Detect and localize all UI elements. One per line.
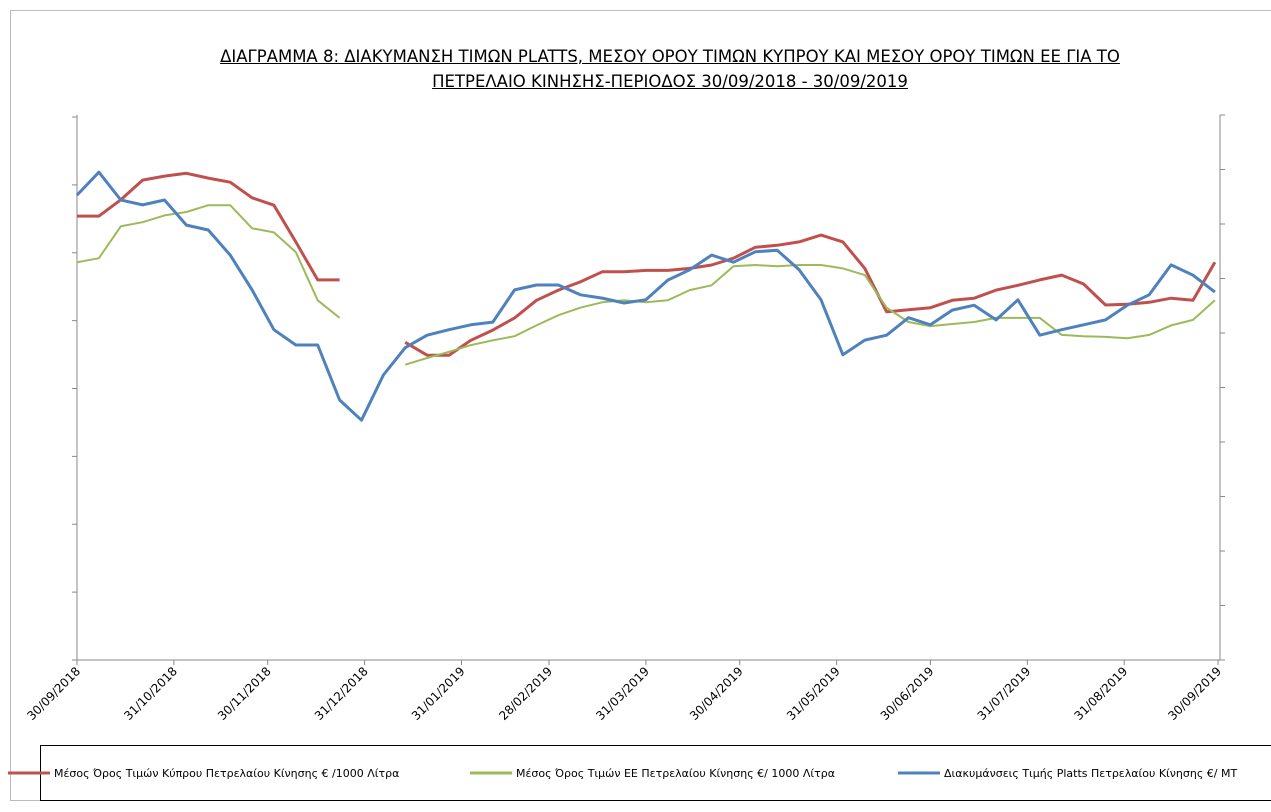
series-line	[76, 204, 1216, 366]
series-line	[75, 170, 1216, 422]
x-tick-label: 31/05/2019	[784, 664, 843, 723]
x-tick-label: 31/08/2019	[1072, 664, 1131, 723]
legend-label: Μέσος Όρος Τιμών Κύπρου Πετρελαίου Κίνησ…	[54, 767, 399, 780]
chart-title: ΔΙΑΓΡΑΜΜΑ 8: ΔΙΑΚΥΜΑΝΣΗ ΤΙΜΩΝ PLATTS, ΜΕ…	[220, 47, 1120, 91]
x-tick-label: 30/04/2019	[687, 664, 746, 723]
x-tick-label: 31/10/2018	[121, 664, 180, 723]
x-tick-label: 30/11/2018	[215, 664, 274, 723]
legend-label: Διακυμάνσεις Τιμής Platts Πετρελαίου Κίν…	[944, 767, 1237, 780]
series-line	[77, 171, 1217, 357]
x-tick-label: 31/03/2019	[593, 664, 652, 723]
x-tick-label: 30/06/2019	[878, 664, 937, 723]
x-tick-label: 30/09/2018	[24, 664, 83, 723]
x-tick-label: 31/12/2018	[312, 664, 371, 723]
x-tick-label: 31/01/2019	[409, 664, 468, 723]
legend-label: Μέσος Όρος Τιμών ΕΕ Πετρελαίου Κίνησης €…	[516, 767, 835, 780]
x-tick-label: 28/02/2019	[496, 664, 555, 723]
x-tick-label: 31/07/2019	[975, 664, 1034, 723]
x-tick-label: 30/09/2019	[1165, 664, 1224, 723]
